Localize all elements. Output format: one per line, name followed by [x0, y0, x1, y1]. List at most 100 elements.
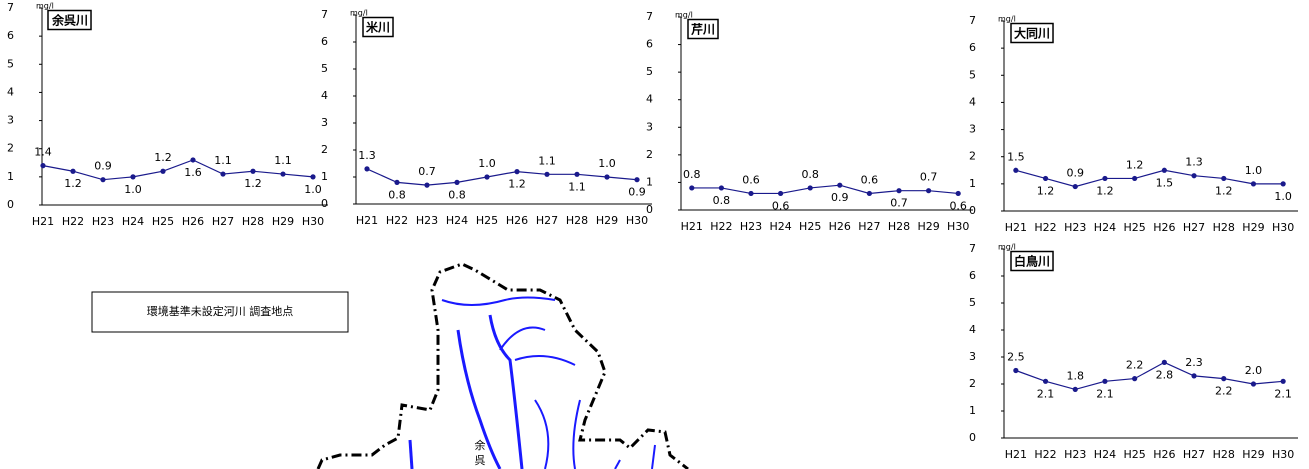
y-tick-label: 1 — [7, 170, 14, 183]
point — [70, 168, 76, 174]
point — [1013, 167, 1019, 173]
x-tick-label: H25 — [152, 215, 174, 228]
data-label: 0.7 — [890, 197, 908, 210]
map-legend: 環境基準未設定河川 調査地点 — [147, 304, 294, 318]
x-tick-label: H24 — [122, 215, 144, 228]
line — [1015, 169, 1284, 188]
x-tick-label: H30 — [302, 215, 324, 228]
point — [1191, 173, 1197, 179]
x-tick-label: H26 — [506, 214, 528, 227]
y-tick-label: 5 — [7, 57, 14, 70]
x-tick-label: H23 — [416, 214, 438, 227]
data-label: 0.8 — [683, 168, 701, 181]
x-tick-label: H30 — [626, 214, 648, 227]
data-label: 1.1 — [568, 180, 586, 193]
y-tick-label: 0 — [321, 197, 328, 210]
y-tick-label: 5 — [646, 65, 653, 78]
map-label: 余 — [475, 438, 486, 452]
point — [837, 182, 843, 188]
x-tick-label: H24 — [446, 214, 468, 227]
data-label: 2.1 — [1037, 387, 1055, 400]
y-tick-label: 5 — [969, 68, 976, 81]
point — [454, 179, 460, 185]
point — [1280, 181, 1286, 187]
point — [1250, 381, 1257, 387]
point — [1072, 183, 1078, 190]
y-tick-label: 7 — [646, 10, 653, 23]
title-box — [687, 18, 719, 40]
data-label: 1.2 — [244, 177, 262, 190]
data-label: 1.1 — [214, 154, 232, 167]
point — [1280, 378, 1286, 384]
data-label: 2.5 — [1007, 351, 1025, 364]
x-tick-label: H27 — [1183, 221, 1205, 234]
x-tick-label: H26 — [1153, 448, 1175, 461]
point — [1221, 376, 1227, 382]
x-tick-label: H28 — [566, 214, 588, 227]
data-label: 1.2 — [1037, 184, 1055, 197]
chart-title: 白鳥川 — [1014, 254, 1050, 269]
y-tick-label: 6 — [969, 41, 976, 54]
point — [514, 169, 520, 175]
map-legend-box — [91, 291, 349, 333]
data-label: 1.0 — [1274, 190, 1292, 203]
point — [544, 171, 550, 177]
data-label: 1.4 — [34, 146, 52, 159]
x-tick-label: H26 — [829, 220, 851, 233]
x-tick-label: H28 — [1213, 221, 1235, 234]
point — [896, 188, 902, 194]
data-label: 2.0 — [1245, 364, 1263, 377]
y-tick-label: 7 — [969, 14, 976, 27]
point — [574, 171, 580, 177]
data-label: 1.0 — [124, 183, 142, 196]
data-label: 1.0 — [1245, 164, 1263, 177]
data-label: 1.2 — [1096, 184, 1114, 197]
y-tick-label: 0 — [969, 431, 976, 444]
x-tick-label: H21 — [32, 215, 54, 228]
data-label: 1.2 — [508, 178, 526, 191]
x-tick-label: H30 — [1272, 221, 1294, 234]
point — [634, 177, 640, 183]
data-label: 0.8 — [448, 188, 466, 201]
y-tick-label: 6 — [646, 38, 653, 51]
y-tick-label: 2 — [969, 377, 976, 390]
y-tick-label: 2 — [969, 150, 976, 163]
y-tick-label: 1 — [969, 177, 976, 190]
title-box — [1010, 250, 1054, 272]
x-tick-label: H23 — [92, 215, 114, 228]
y-tick-label: 2 — [7, 142, 14, 155]
point — [1191, 373, 1197, 379]
data-label: 1.5 — [1007, 150, 1025, 163]
data-label: 1.1 — [538, 154, 556, 167]
data-label: 0.7 — [418, 165, 436, 178]
point — [190, 157, 196, 163]
chart: 0 1 2 3 4 5 6 7 mg/l 白鳥川 H21 H22 H23 H24 H25 H26 H27 H28 H… — [969, 242, 1298, 461]
data-label: 0.8 — [388, 188, 406, 201]
x-tick-label: H22 — [62, 215, 84, 228]
chart-title: 大同川 — [1014, 26, 1050, 41]
x-tick-label: H29 — [917, 220, 939, 233]
point — [1042, 175, 1049, 182]
data-label: 0.6 — [772, 199, 790, 212]
title-box — [47, 9, 92, 31]
x-tick-label: H27 — [1183, 448, 1205, 461]
data-label: 2.8 — [1156, 368, 1174, 381]
unit-label: mg/l — [350, 9, 368, 18]
point — [394, 179, 400, 185]
y-tick-label: 6 — [321, 35, 328, 48]
y-tick-label: 5 — [969, 296, 976, 309]
x-tick-label: H28 — [888, 220, 910, 233]
data-label: 0.9 — [628, 186, 646, 199]
x-tick-label: H27 — [858, 220, 880, 233]
point — [1102, 378, 1108, 384]
data-label: 0.8 — [801, 168, 819, 181]
y-tick-label: 3 — [7, 114, 14, 127]
point — [484, 174, 490, 180]
x-tick-label: H24 — [1094, 448, 1116, 461]
x-tick-label: H30 — [1272, 448, 1294, 461]
unit-label: mg/l — [36, 2, 54, 11]
y-tick-label: 0 — [969, 204, 976, 217]
y-tick-label: 3 — [969, 350, 976, 363]
x-tick-label: H22 — [386, 214, 408, 227]
map-boundary — [316, 262, 689, 469]
